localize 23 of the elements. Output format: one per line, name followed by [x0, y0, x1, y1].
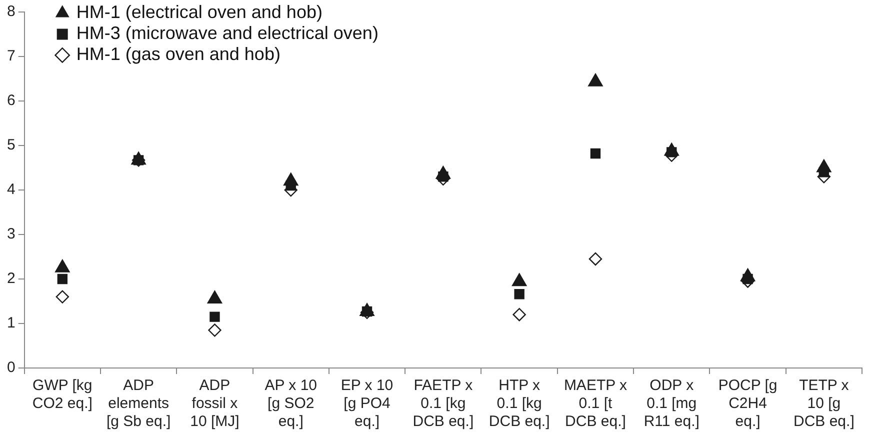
legend-label: HM-1 (electrical oven and hob) — [76, 2, 322, 22]
x-tick-label: MAETP x 0.1 [t DCB eq.] — [564, 377, 628, 430]
x-tick-label: EP x 10 [g PO4 eq.] — [340, 377, 394, 430]
y-tick-label: 8 — [7, 3, 16, 20]
y-tick-label: 0 — [7, 359, 16, 376]
y-tick-label: 7 — [7, 48, 16, 65]
x-tick-label: TETP x 10 [g DCB eq.] — [793, 377, 854, 430]
y-tick-label: 3 — [7, 226, 16, 243]
x-tick-label: POCP [g C2H4 eq.] — [718, 377, 778, 430]
x-tick-label: ODP x 0.1 [mg R11 eq.] — [644, 377, 700, 430]
x-tick-label: HTP x 0.1 [kg DCB eq.] — [488, 377, 550, 430]
x-tick-label: FAETP x 0.1 [kg DCB eq.] — [412, 377, 474, 430]
y-tick-label: 6 — [7, 92, 16, 110]
x-tick-label: AP x 10 [g SO2 eq.] — [264, 377, 318, 430]
legend-label: HM-3 (microwave and electrical oven) — [76, 23, 378, 44]
x-tick-label: ADP elements [g Sb eq.] — [106, 377, 171, 430]
y-tick-label: 1 — [7, 314, 16, 332]
y-tick-label: 5 — [7, 136, 16, 154]
x-tick-label: GWP [kg CO2 eq.] — [32, 377, 92, 412]
y-tick-label: 4 — [7, 181, 16, 198]
x-tick-label: ADP fossil x 10 [MJ] — [190, 377, 240, 430]
y-tick-label: 2 — [7, 270, 16, 288]
legend-label: HM-1 (gas oven and hob) — [76, 44, 280, 64]
